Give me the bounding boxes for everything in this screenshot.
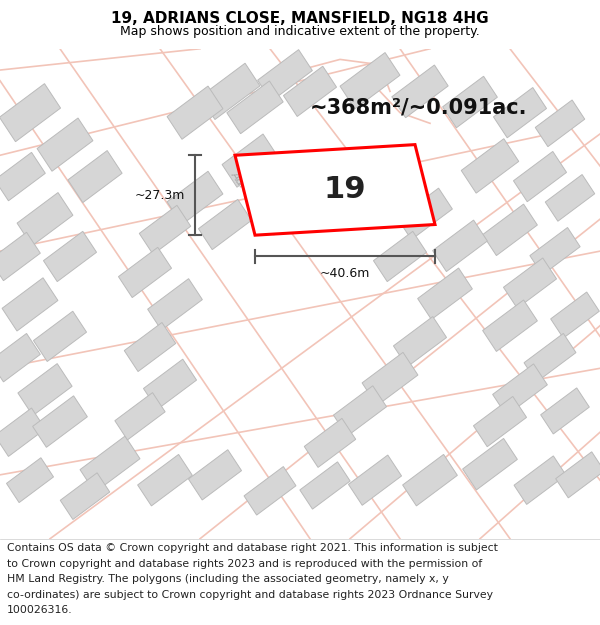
Polygon shape <box>257 49 313 101</box>
Polygon shape <box>34 311 86 361</box>
Polygon shape <box>124 322 176 371</box>
Text: ~40.6m: ~40.6m <box>320 267 370 280</box>
Polygon shape <box>473 396 527 447</box>
Text: ~368m²/~0.091ac.: ~368m²/~0.091ac. <box>310 98 527 118</box>
Text: 100026316.: 100026316. <box>7 605 73 615</box>
Polygon shape <box>304 418 356 468</box>
Polygon shape <box>418 268 472 319</box>
Polygon shape <box>118 248 172 298</box>
Polygon shape <box>115 392 165 440</box>
Polygon shape <box>503 258 557 308</box>
Polygon shape <box>300 462 350 509</box>
Text: 19, ADRIANS CLOSE, MANSFIELD, NG18 4HG: 19, ADRIANS CLOSE, MANSFIELD, NG18 4HG <box>111 11 489 26</box>
Polygon shape <box>17 192 73 246</box>
Polygon shape <box>530 228 580 275</box>
Polygon shape <box>143 359 197 409</box>
Polygon shape <box>463 439 517 490</box>
Polygon shape <box>148 279 202 330</box>
Polygon shape <box>362 352 418 406</box>
Polygon shape <box>0 84 61 142</box>
Polygon shape <box>2 278 58 331</box>
Polygon shape <box>556 452 600 498</box>
Polygon shape <box>349 455 401 505</box>
Text: Contains OS data © Crown copyright and database right 2021. This information is : Contains OS data © Crown copyright and d… <box>7 543 498 553</box>
Text: Map shows position and indicative extent of the property.: Map shows position and indicative extent… <box>120 25 480 38</box>
Text: 19: 19 <box>323 176 367 204</box>
Polygon shape <box>0 408 46 456</box>
Polygon shape <box>43 231 97 282</box>
Polygon shape <box>200 63 260 119</box>
Polygon shape <box>68 151 122 202</box>
Polygon shape <box>0 232 40 281</box>
Polygon shape <box>493 364 547 416</box>
Polygon shape <box>37 118 93 171</box>
Polygon shape <box>443 76 497 128</box>
Polygon shape <box>482 204 538 256</box>
Polygon shape <box>167 171 223 224</box>
Text: to Crown copyright and database rights 2023 and is reproduced with the permissio: to Crown copyright and database rights 2… <box>7 559 482 569</box>
Polygon shape <box>137 454 193 506</box>
Polygon shape <box>139 206 191 254</box>
Polygon shape <box>199 199 251 249</box>
Polygon shape <box>545 174 595 221</box>
Polygon shape <box>32 396 88 448</box>
Polygon shape <box>551 292 599 338</box>
Text: co-ordinates) are subject to Crown copyright and database rights 2023 Ordnance S: co-ordinates) are subject to Crown copyr… <box>7 589 493 599</box>
Polygon shape <box>0 152 46 201</box>
Polygon shape <box>227 81 283 134</box>
Polygon shape <box>188 450 242 500</box>
Polygon shape <box>541 388 589 434</box>
Polygon shape <box>167 86 223 139</box>
Polygon shape <box>514 151 566 202</box>
Polygon shape <box>244 466 296 515</box>
Polygon shape <box>398 188 452 239</box>
Polygon shape <box>0 334 40 382</box>
Polygon shape <box>235 144 435 235</box>
Text: HM Land Registry. The polygons (including the associated geometry, namely x, y: HM Land Registry. The polygons (includin… <box>7 574 449 584</box>
Polygon shape <box>334 386 386 436</box>
Polygon shape <box>482 300 538 351</box>
Polygon shape <box>283 66 337 116</box>
Polygon shape <box>60 472 110 519</box>
Polygon shape <box>18 364 72 416</box>
Polygon shape <box>392 65 448 118</box>
Polygon shape <box>222 134 278 188</box>
Polygon shape <box>514 456 566 504</box>
Polygon shape <box>394 316 446 367</box>
Polygon shape <box>7 458 53 503</box>
Polygon shape <box>403 454 457 506</box>
Polygon shape <box>340 52 400 109</box>
Text: ~27.3m: ~27.3m <box>134 189 185 202</box>
Polygon shape <box>535 100 585 147</box>
Polygon shape <box>351 160 409 214</box>
Polygon shape <box>80 436 140 492</box>
Polygon shape <box>373 231 427 282</box>
Text: Adrians Close: Adrians Close <box>229 169 281 237</box>
Polygon shape <box>524 333 576 382</box>
Polygon shape <box>493 88 547 138</box>
Polygon shape <box>461 139 519 193</box>
Polygon shape <box>433 220 487 271</box>
